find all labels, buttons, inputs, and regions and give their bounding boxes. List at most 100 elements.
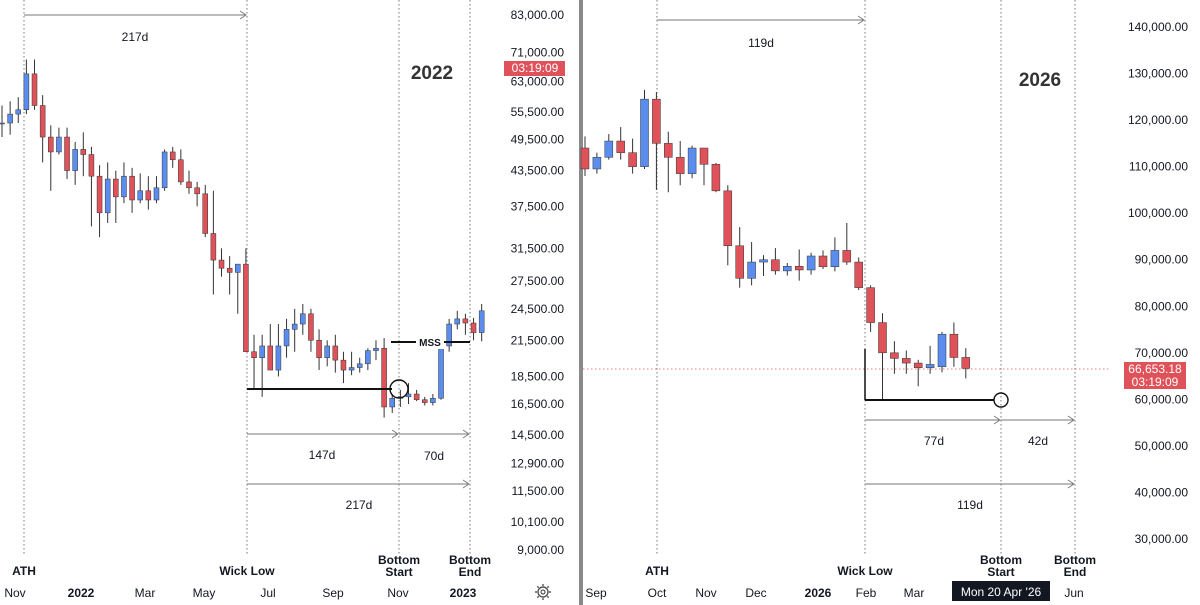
left-candle[interactable] [137,173,143,204]
left-candle-body [438,345,444,399]
left-candle[interactable] [413,389,420,402]
right-price-axis[interactable]: 140,000.00 130,000.00 120,000.00 110,000.00… [1128,20,1188,546]
left-price-axis[interactable]: 83,000.00 71,000.00 63,000.00 55,500.00 49,5… [511,8,565,557]
left-candle[interactable] [121,162,127,204]
left-candle[interactable] [129,167,135,213]
left-candle[interactable] [39,95,46,163]
gear-icon[interactable] [535,584,551,600]
left-candle[interactable] [291,308,298,352]
left-candle[interactable] [462,313,469,335]
left-candle[interactable] [178,149,184,185]
left-candle[interactable] [80,132,87,177]
left-candle[interactable] [470,317,477,341]
right-candle[interactable] [783,262,792,276]
right-candle[interactable] [925,345,935,374]
left-candle[interactable] [300,303,306,335]
right-time-axis[interactable]: Sep Oct Nov Dec 2026 Feb Mar Jun [585,586,1083,600]
left-candle[interactable] [389,394,395,413]
left-candle[interactable] [23,59,30,115]
left-candle[interactable] [113,170,119,223]
right-candle[interactable] [747,242,756,286]
left-candle[interactable] [324,340,330,367]
right-candle[interactable] [842,222,852,265]
left-candle[interactable] [259,334,265,397]
right-candle[interactable] [771,248,780,275]
right-candle[interactable] [902,350,911,374]
right-candle[interactable] [890,341,899,374]
left-candle[interactable] [145,176,152,210]
left-candle[interactable] [15,97,22,124]
right-panel[interactable] [583,0,1200,605]
left-candle[interactable] [381,338,387,418]
right-candle[interactable] [687,145,697,179]
left-candle[interactable] [251,334,257,390]
left-candle[interactable] [64,127,70,180]
right-candle[interactable] [866,285,875,332]
left-candle[interactable] [308,308,314,352]
left-candle[interactable] [48,125,54,191]
left-candle[interactable] [161,149,168,191]
left-candle[interactable] [267,324,274,371]
right-candle[interactable] [580,136,590,176]
left-candle[interactable] [72,141,78,185]
left-candle[interactable] [373,340,379,361]
panel-divider[interactable] [579,0,583,605]
left-candle[interactable] [88,146,95,227]
left-candle[interactable] [422,396,428,406]
right-candle[interactable] [913,359,923,387]
right-candle[interactable] [628,138,637,174]
left-panel[interactable] [0,0,579,605]
right-candle[interactable] [640,89,649,169]
right-candle[interactable] [711,162,721,193]
left-candle[interactable] [478,303,485,342]
left-candle[interactable] [202,184,208,238]
left-candle[interactable] [316,329,322,371]
left-candle[interactable] [194,181,200,207]
left-candle[interactable] [356,357,363,373]
left-candle[interactable] [0,105,5,138]
left-candle[interactable] [235,263,241,314]
left-candle[interactable] [153,176,160,204]
left-candle[interactable] [438,345,444,400]
right-candle[interactable] [604,134,614,160]
right-candle[interactable] [664,131,673,193]
left-candle[interactable] [186,170,192,194]
left-candle[interactable] [104,162,111,223]
right-candle[interactable] [961,348,971,379]
right-candle[interactable] [652,92,661,190]
left-candle[interactable] [365,348,371,371]
left-candle[interactable] [275,324,282,377]
left-candle[interactable] [210,190,217,295]
right-candle[interactable] [937,331,947,373]
left-candle[interactable] [243,248,249,353]
right-candle[interactable] [878,313,887,400]
right-candle[interactable] [616,127,625,160]
left-candle[interactable] [96,165,103,238]
left-candle[interactable] [332,334,339,373]
right-candle[interactable] [735,227,744,288]
left-candle[interactable] [7,101,13,135]
right-candle[interactable] [675,141,685,186]
right-candle[interactable] [949,322,959,367]
left-candle[interactable] [454,310,461,330]
right-candle[interactable] [723,185,733,266]
right-candle[interactable] [818,250,828,270]
left-time-axis[interactable]: Nov 2022 Mar May Jul Sep Nov 2023 [4,586,476,600]
right-candle[interactable] [592,152,602,174]
left-candle[interactable] [31,59,38,110]
right-candle[interactable] [794,249,804,281]
right-candle[interactable] [830,237,840,272]
right-candle[interactable] [759,255,768,277]
left-candle[interactable] [348,351,355,376]
left-candle[interactable] [283,318,290,358]
left-candle[interactable] [218,248,225,277]
left-candle[interactable] [169,146,176,168]
right-candle[interactable] [854,257,863,290]
right-candle[interactable] [806,252,816,275]
left-candle[interactable] [446,318,452,352]
right-candle[interactable] [699,147,709,186]
left-candle[interactable] [430,394,436,406]
left-candle[interactable] [340,351,347,384]
left-candle[interactable] [56,127,62,155]
left-candle[interactable] [226,256,233,295]
